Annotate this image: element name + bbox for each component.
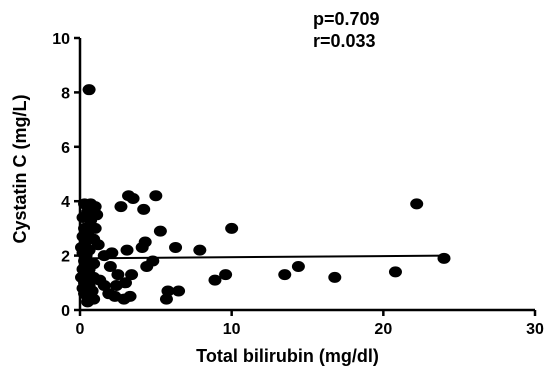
data-points [75, 84, 451, 308]
data-point [76, 231, 90, 243]
data-point [278, 269, 292, 281]
data-point [140, 260, 154, 272]
y-tick-label: 4 [61, 194, 70, 211]
data-point [169, 241, 183, 253]
data-point [103, 260, 117, 272]
x-tick-label: 0 [76, 321, 85, 338]
data-point [193, 244, 207, 256]
data-point [76, 212, 90, 224]
y-tick-label: 6 [61, 140, 70, 157]
data-point [219, 269, 233, 281]
y-tick-label: 2 [61, 249, 70, 266]
y-tick-label: 0 [61, 303, 70, 320]
data-point [125, 269, 139, 281]
data-point [87, 293, 101, 305]
regression-line [79, 254, 445, 260]
data-point [114, 201, 128, 213]
data-point [172, 285, 186, 297]
data-point [102, 288, 116, 300]
data-point [78, 222, 92, 234]
data-point [328, 271, 342, 283]
data-point [159, 293, 173, 305]
data-point [135, 241, 149, 253]
data-point [78, 198, 92, 210]
y-axis-title: Cystatin C (mg/L) [10, 94, 30, 243]
y-tick-label: 10 [52, 31, 70, 48]
y-tick-label: 8 [61, 85, 70, 102]
stat-annotation: p=0.709 [313, 9, 380, 29]
data-point [120, 244, 134, 256]
data-point [208, 274, 222, 286]
data-point [122, 190, 136, 202]
data-point [225, 222, 239, 234]
data-point [161, 285, 175, 297]
data-point [149, 190, 163, 202]
data-point [437, 252, 451, 264]
stat-annotation: r=0.033 [313, 31, 376, 51]
x-axis-title: Total bilirubin (mg/dl) [196, 346, 379, 366]
data-point [75, 241, 89, 253]
data-point [76, 263, 90, 275]
data-point [76, 282, 90, 294]
data-point [137, 203, 151, 215]
data-point [97, 250, 111, 262]
data-point [75, 271, 89, 283]
x-tick-label: 10 [223, 321, 241, 338]
data-point [410, 198, 424, 210]
x-tick-label: 20 [374, 321, 392, 338]
axes: 0 2 4 6 8 10 0 10 20 30 Total bilirubin (mg/dl) Cys… [10, 31, 544, 366]
data-point [111, 269, 125, 281]
x-tick-label: 30 [526, 321, 544, 338]
data-point [291, 260, 305, 272]
data-point [109, 280, 123, 292]
data-point [388, 266, 402, 278]
data-point [153, 225, 167, 237]
data-point [82, 84, 96, 96]
